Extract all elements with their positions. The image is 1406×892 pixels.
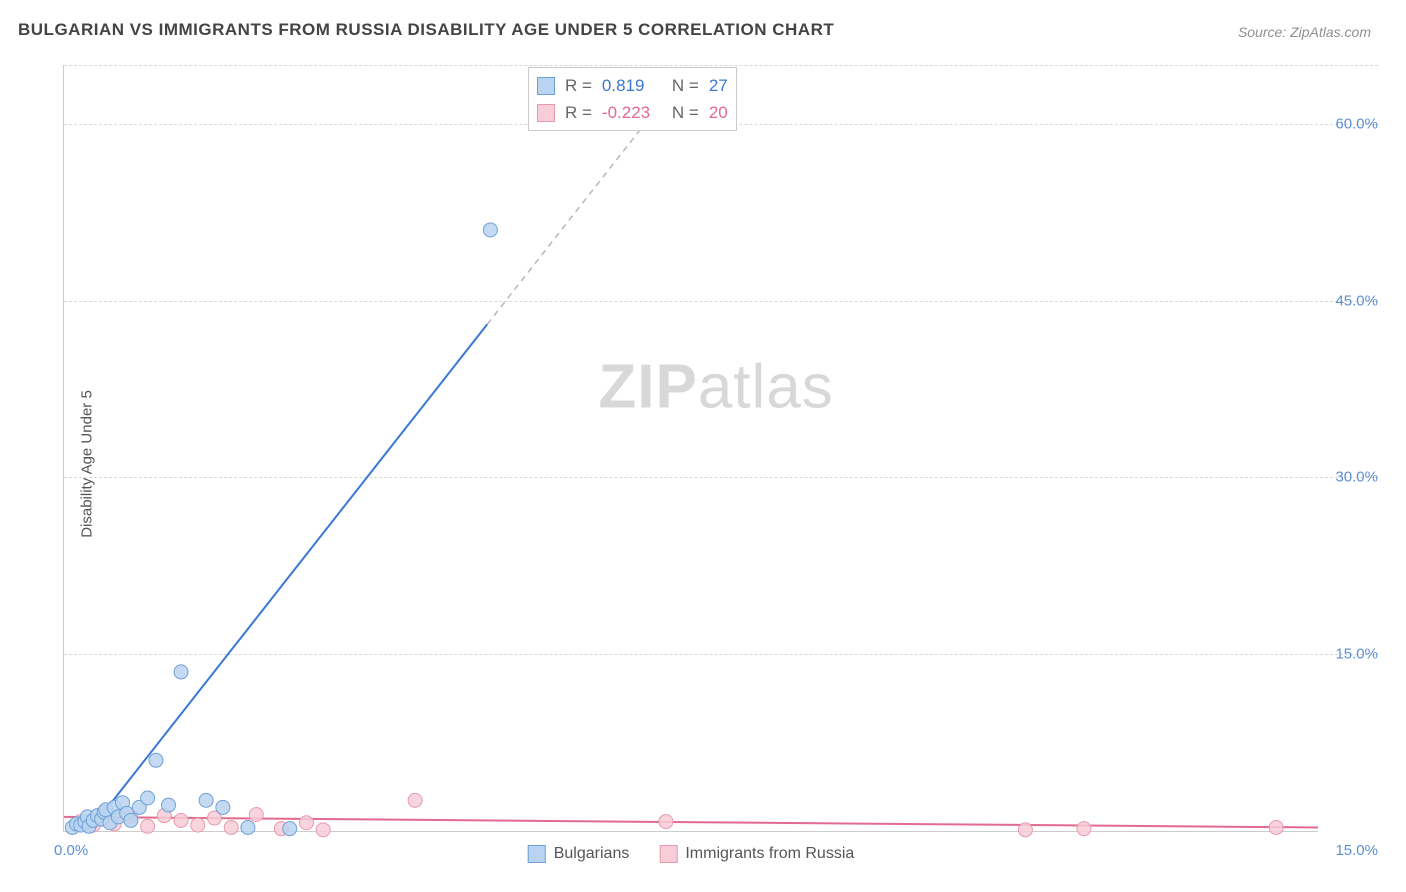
n-label-a: N = — [672, 72, 699, 99]
y-tick-label: 30.0% — [1335, 469, 1378, 486]
series-legend: Bulgarians Immigrants from Russia — [528, 845, 855, 863]
n-value-a: 27 — [709, 72, 728, 99]
swatch-b — [537, 104, 555, 122]
r-value-a: 0.819 — [602, 72, 662, 99]
chart-container: Disability Age Under 5 ZIPatlas R = 0.81… — [18, 55, 1388, 872]
r-label-b: R = — [565, 99, 592, 126]
legend-label-a: Bulgarians — [554, 845, 630, 863]
y-tick-label: 45.0% — [1335, 292, 1378, 309]
plot-svg — [64, 65, 1318, 831]
r-label-a: R = — [565, 72, 592, 99]
plot-area: ZIPatlas R = 0.819 N = 27 R = -0.223 N =… — [63, 65, 1318, 832]
r-value-b: -0.223 — [602, 99, 662, 126]
source-attribution: Source: ZipAtlas.com — [1238, 24, 1371, 40]
legend-label-b: Immigrants from Russia — [685, 845, 854, 863]
n-value-b: 20 — [709, 99, 728, 126]
legend-item-a: Bulgarians — [528, 845, 630, 863]
legend-swatch-a — [528, 845, 546, 863]
y-tick-label: 15.0% — [1335, 646, 1378, 663]
stats-row-b: R = -0.223 N = 20 — [537, 99, 728, 126]
x-tick-min: 0.0% — [54, 842, 88, 859]
stats-row-a: R = 0.819 N = 27 — [537, 72, 728, 99]
chart-title: BULGARIAN VS IMMIGRANTS FROM RUSSIA DISA… — [18, 20, 834, 40]
n-label-b: N = — [672, 99, 699, 126]
correlation-stats-box: R = 0.819 N = 27 R = -0.223 N = 20 — [528, 67, 737, 131]
legend-swatch-b — [659, 845, 677, 863]
swatch-a — [537, 77, 555, 95]
legend-item-b: Immigrants from Russia — [659, 845, 854, 863]
y-tick-label: 60.0% — [1335, 115, 1378, 132]
x-tick-max: 15.0% — [1335, 842, 1378, 859]
